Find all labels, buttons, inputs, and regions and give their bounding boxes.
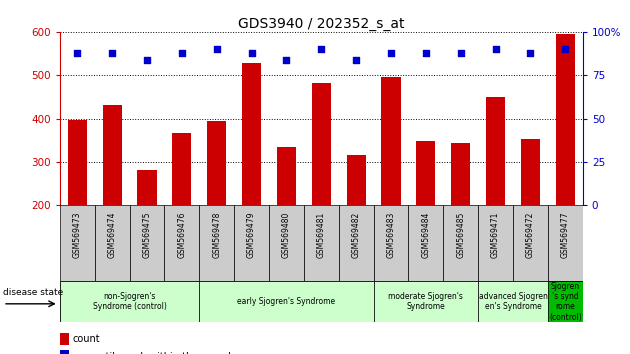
Bar (94, 205, 130, 281)
Bar (374, 205, 408, 281)
Bar (339, 205, 374, 281)
Bar (234, 205, 269, 281)
Bar (478, 281, 548, 322)
Text: GSM569485: GSM569485 (456, 211, 465, 258)
Point (316, 46, 326, 52)
Point (455, 50, 466, 56)
Text: GSM569483: GSM569483 (387, 211, 396, 258)
Point (72, 50, 83, 56)
Bar (199, 205, 234, 281)
Text: GSM569475: GSM569475 (142, 211, 151, 258)
Text: GSM569477: GSM569477 (561, 211, 570, 258)
Text: non-Sjogren's
Syndrome (control): non-Sjogren's Syndrome (control) (93, 292, 166, 312)
Bar (172, 133, 192, 292)
Bar (67, 120, 87, 292)
Text: GSM569474: GSM569474 (108, 211, 117, 258)
Text: Sjogren
's synd
rome
(control): Sjogren 's synd rome (control) (549, 282, 581, 322)
Bar (408, 205, 444, 281)
Bar (548, 205, 583, 281)
Text: GSM569478: GSM569478 (212, 211, 221, 258)
Text: GSM569479: GSM569479 (247, 211, 256, 258)
Title: GDS3940 / 202352_s_at: GDS3940 / 202352_s_at (238, 17, 404, 31)
Text: GSM569482: GSM569482 (352, 211, 360, 258)
Bar (416, 141, 435, 292)
Bar (269, 205, 304, 281)
Text: GSM569481: GSM569481 (317, 211, 326, 258)
Bar (381, 76, 401, 292)
Bar (374, 281, 478, 322)
Bar (444, 205, 478, 281)
Bar (304, 205, 339, 281)
Bar (199, 281, 374, 322)
Point (560, 46, 570, 52)
Text: early Sjogren's Syndrome: early Sjogren's Syndrome (238, 297, 336, 306)
Bar (137, 170, 157, 292)
Bar (478, 205, 513, 281)
Bar (451, 143, 471, 292)
Text: GSM569480: GSM569480 (282, 211, 291, 258)
Bar (60, 281, 199, 322)
Text: moderate Sjogren's
Syndrome: moderate Sjogren's Syndrome (389, 292, 463, 312)
Bar (60, 350, 69, 354)
Text: GSM569472: GSM569472 (526, 211, 535, 258)
Bar (103, 105, 122, 292)
Text: disease state: disease state (3, 288, 63, 297)
Bar (556, 34, 575, 292)
Text: count: count (72, 334, 100, 344)
Point (525, 50, 536, 56)
Point (351, 57, 361, 62)
Text: GSM569471: GSM569471 (491, 211, 500, 258)
Point (282, 57, 292, 62)
Text: percentile rank within the sample: percentile rank within the sample (72, 352, 238, 354)
Bar (521, 139, 540, 292)
Point (491, 46, 501, 52)
Bar (346, 155, 366, 292)
Point (107, 50, 117, 56)
Bar (486, 97, 505, 292)
Bar (130, 205, 164, 281)
Text: advanced Sjogren
en's Syndrome: advanced Sjogren en's Syndrome (479, 292, 547, 312)
Point (421, 50, 431, 56)
Bar (242, 63, 261, 292)
Bar (513, 205, 548, 281)
Bar (207, 121, 226, 292)
Point (212, 46, 222, 52)
Point (142, 57, 152, 62)
Bar (548, 281, 583, 322)
Bar (60, 333, 69, 345)
Point (246, 50, 256, 56)
Bar (60, 205, 94, 281)
Point (177, 50, 187, 56)
Bar (164, 205, 199, 281)
Text: GSM569484: GSM569484 (421, 211, 430, 258)
Text: GSM569476: GSM569476 (178, 211, 186, 258)
Bar (312, 83, 331, 292)
Text: GSM569473: GSM569473 (73, 211, 82, 258)
Bar (277, 147, 296, 292)
Point (386, 50, 396, 56)
